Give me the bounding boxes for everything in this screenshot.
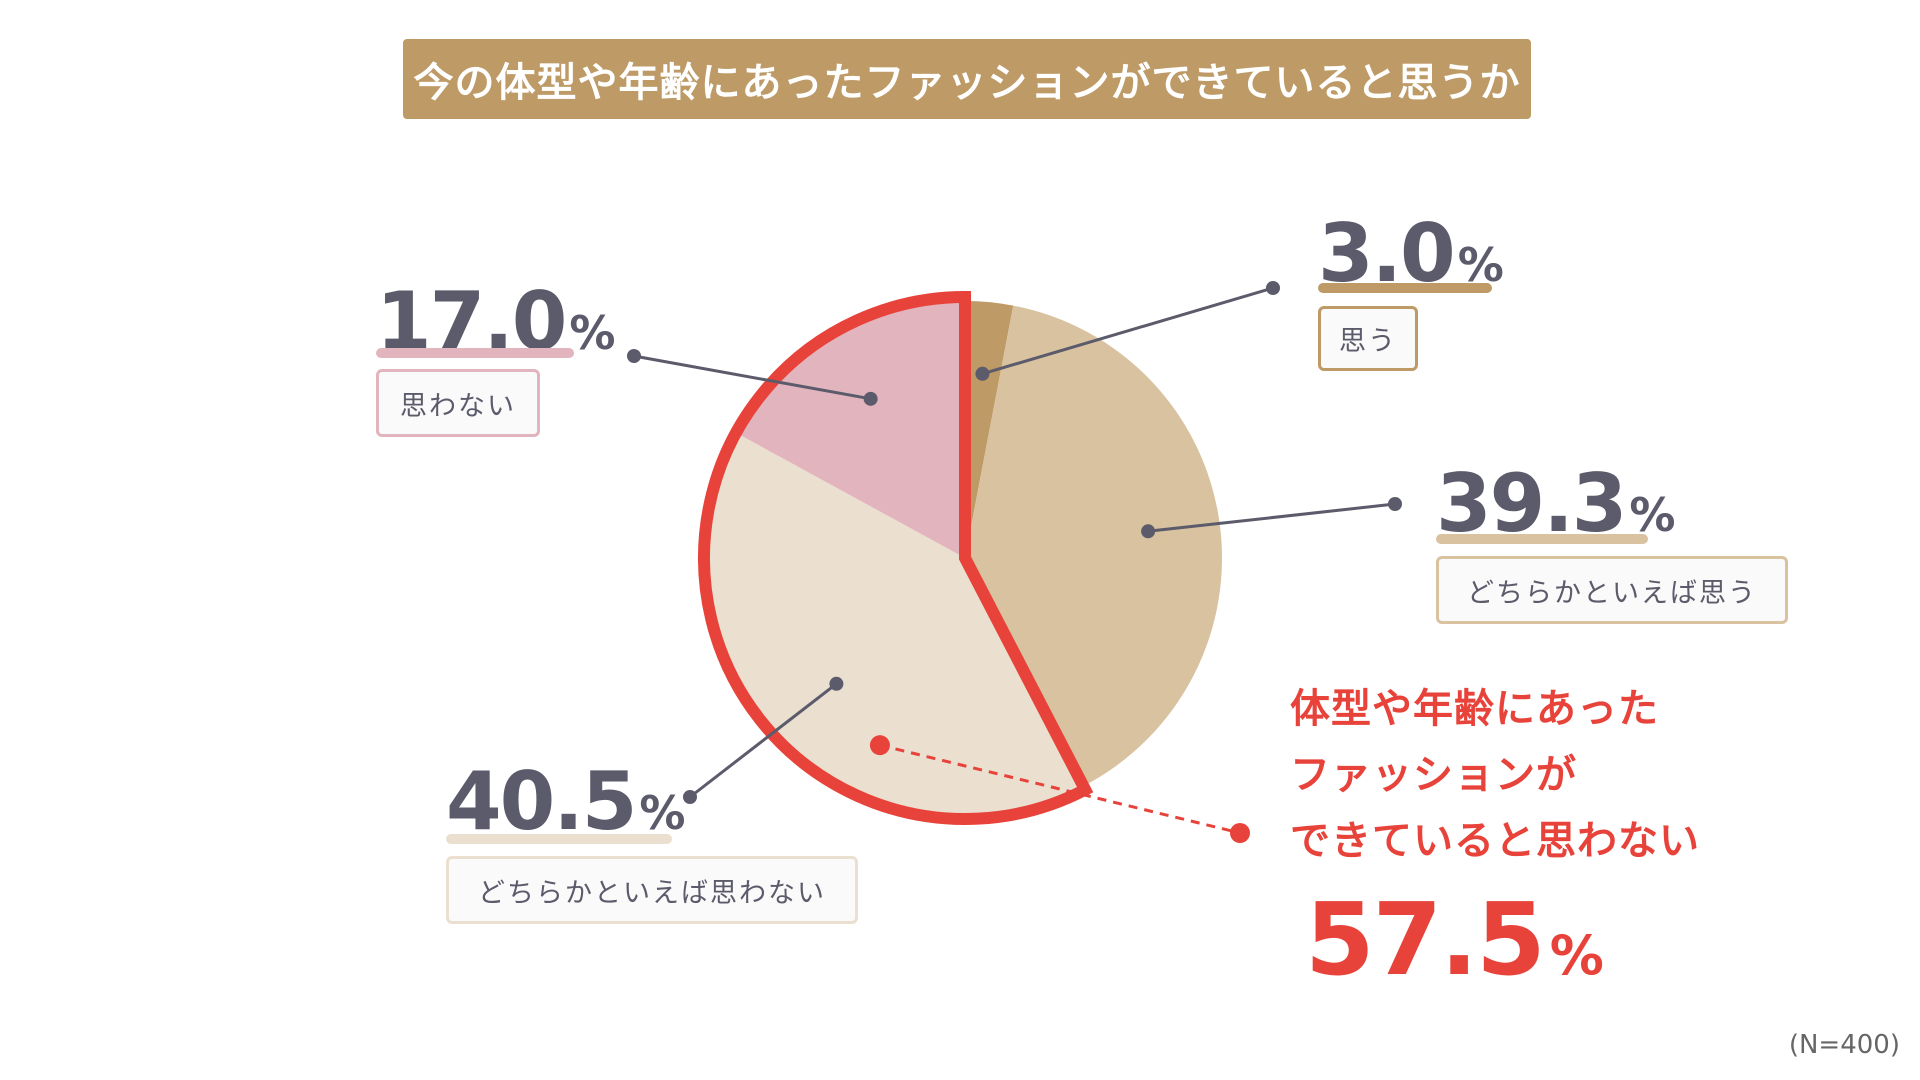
value-unit-dochiraka-omowanai: % bbox=[639, 786, 686, 840]
category-label-dochiraka-omou: どちらかといえば思う bbox=[1436, 556, 1788, 624]
leader-line-omowanai bbox=[633, 354, 871, 401]
highlight-value-number: 57.5 bbox=[1305, 881, 1546, 998]
leader-dot-outer-dochiraka-omowanai bbox=[683, 790, 697, 804]
pie-slice-dochiraka-omou bbox=[965, 305, 1222, 787]
pie-slice-dochiraka-omowanai bbox=[707, 434, 1084, 816]
underline-dochiraka-omou bbox=[1436, 534, 1648, 544]
leader-dot-outer-omou bbox=[1266, 281, 1280, 295]
value-number-omou: 3.0 bbox=[1318, 207, 1456, 300]
highlight-leader-dot-outer bbox=[1230, 823, 1250, 843]
highlight-value-unit: % bbox=[1549, 924, 1604, 987]
highlight-line-2: ファッションが bbox=[1290, 752, 1577, 798]
leader-line-dochiraka-omou bbox=[1147, 502, 1396, 533]
leader-line-dochiraka-omowanai bbox=[689, 682, 838, 799]
leader-dot-inner-dochiraka-omowanai bbox=[829, 676, 844, 691]
value-label-dochiraka-omou: 39.3% bbox=[1436, 464, 1675, 544]
highlight-leader-dot-inner bbox=[869, 735, 890, 756]
underline-omou bbox=[1318, 283, 1492, 293]
value-label-dochiraka-omowanai: 40.5% bbox=[446, 762, 685, 842]
highlight-leader-line bbox=[879, 743, 1241, 835]
highlight-line-3: できていると思わない bbox=[1290, 818, 1700, 864]
value-number-dochiraka-omou: 39.3 bbox=[1436, 457, 1627, 550]
value-number-dochiraka-omowanai: 40.5 bbox=[446, 755, 637, 848]
value-unit-dochiraka-omou: % bbox=[1629, 488, 1676, 542]
highlight-value: 57.5% bbox=[1305, 890, 1604, 990]
sample-size-note: (N=400) bbox=[1788, 1030, 1900, 1060]
category-label-omou: 思う bbox=[1318, 306, 1418, 371]
category-label-dochiraka-omowanai: どちらかといえば思わない bbox=[446, 856, 858, 924]
pie-slice-omou bbox=[965, 301, 1014, 558]
underline-dochiraka-omowanai bbox=[446, 834, 672, 844]
highlight-line-1: 体型や年齢にあった bbox=[1290, 686, 1659, 732]
value-unit-omowanai: % bbox=[569, 306, 616, 360]
leader-dot-inner-omou bbox=[975, 366, 990, 381]
underline-omowanai bbox=[376, 348, 574, 358]
chart-title: 今の体型や年齢にあったファッションができていると思うか bbox=[403, 39, 1531, 119]
leader-dot-inner-omowanai bbox=[863, 391, 878, 406]
category-label-omowanai: 思わない bbox=[376, 369, 540, 437]
value-label-omou: 3.0% bbox=[1318, 214, 1504, 294]
leader-dot-inner-dochiraka-omou bbox=[1141, 524, 1156, 539]
leader-dot-outer-omowanai bbox=[627, 349, 641, 363]
value-unit-omou: % bbox=[1457, 238, 1504, 292]
highlight-callout-text: 体型や年齢にあった ファッションが できていると思わない bbox=[1290, 676, 1700, 874]
highlight-outline bbox=[698, 290, 1094, 825]
leader-dot-outer-dochiraka-omou bbox=[1388, 497, 1402, 511]
leader-line-omou bbox=[982, 286, 1274, 376]
